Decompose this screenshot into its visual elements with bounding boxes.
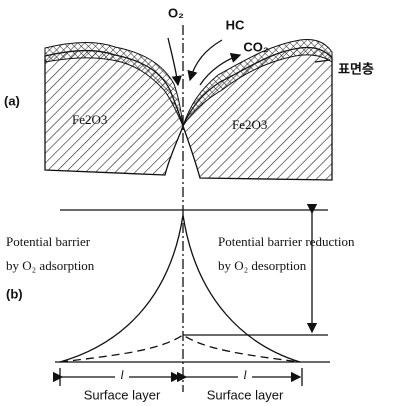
layer-label: Surface layer bbox=[84, 387, 161, 402]
width-label: l bbox=[243, 367, 247, 382]
reduced-curve bbox=[60, 335, 300, 362]
caption: by O₂ desorption bbox=[218, 258, 307, 273]
caption: by O₂ adsorption bbox=[6, 258, 95, 273]
arrow-hc bbox=[190, 40, 222, 80]
diagram: O₂ HC CO₂ 표면층 (a) Fe2O3 Fe2O3 Potential … bbox=[0, 0, 407, 406]
panel-label: (a) bbox=[4, 93, 20, 108]
gas-label: CO₂ bbox=[243, 39, 269, 54]
caption: Potential barrier bbox=[6, 234, 91, 249]
width-label: l bbox=[120, 367, 124, 382]
solid-grains bbox=[45, 40, 332, 181]
caption: Potential barrier reduction bbox=[218, 234, 355, 249]
panel-label: (b) bbox=[6, 286, 23, 301]
material-label: Fe2O3 bbox=[232, 117, 267, 132]
surface-label: 표면층 bbox=[338, 61, 374, 76]
material-label: Fe2O3 bbox=[72, 112, 107, 127]
gas-label: HC bbox=[226, 17, 245, 32]
layer-label: Surface layer bbox=[207, 387, 284, 402]
gas-label: O₂ bbox=[168, 5, 184, 20]
